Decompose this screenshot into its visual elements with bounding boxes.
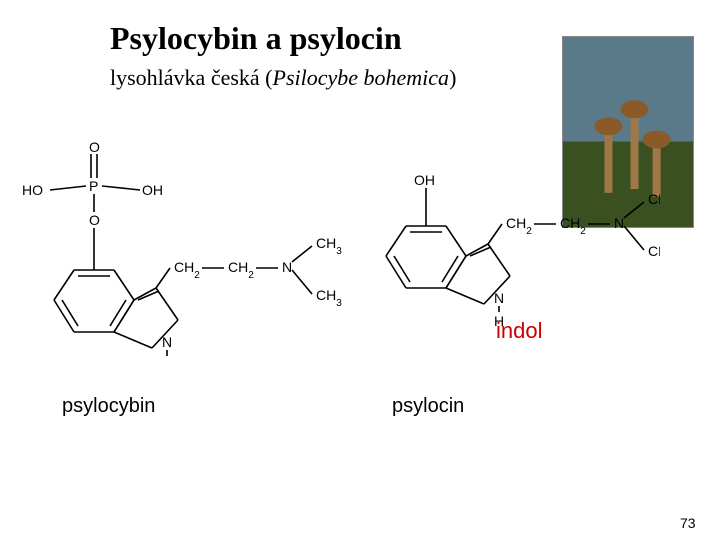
svg-text:H: H <box>494 313 504 329</box>
svg-text:N: N <box>282 259 292 275</box>
svg-text:CH3: CH3 <box>648 243 660 265</box>
page-subtitle: lysohlávka česká (Psilocybe bohemica) <box>110 65 456 91</box>
psylocin-structure: NHOHCH2CH2NCH3CH3 <box>350 140 660 364</box>
page-number: 73 <box>680 515 696 531</box>
svg-text:CH2: CH2 <box>228 259 254 281</box>
svg-text:HO: HO <box>22 182 43 198</box>
svg-text:H: H <box>162 357 172 360</box>
svg-text:CH3: CH3 <box>316 235 342 257</box>
subtitle-close: ) <box>449 65 456 90</box>
psylocin-label: psylocin <box>392 395 464 418</box>
svg-text:N: N <box>162 334 172 350</box>
subtitle-italic: Psilocybe bohemica <box>273 65 450 90</box>
svg-text:CH3: CH3 <box>648 191 660 213</box>
svg-text:N: N <box>614 215 624 231</box>
svg-text:CH3: CH3 <box>316 287 342 309</box>
svg-text:CH2: CH2 <box>560 215 586 237</box>
svg-text:CH2: CH2 <box>174 259 200 281</box>
svg-text:OH: OH <box>414 172 435 188</box>
svg-text:P: P <box>89 178 98 194</box>
svg-text:O: O <box>89 139 100 155</box>
svg-text:CH2: CH2 <box>506 215 532 237</box>
svg-text:O: O <box>89 212 100 228</box>
page-title: Psylocybin a psylocin <box>110 20 402 57</box>
psylocybin-label: psylocybin <box>62 395 155 418</box>
svg-text:OH: OH <box>142 182 163 198</box>
psylocybin-structure: NHOPOHOOHCH2CH2NCH3CH3 <box>18 120 348 360</box>
subtitle-plain: lysohlávka česká ( <box>110 65 273 90</box>
svg-text:N: N <box>494 290 504 306</box>
